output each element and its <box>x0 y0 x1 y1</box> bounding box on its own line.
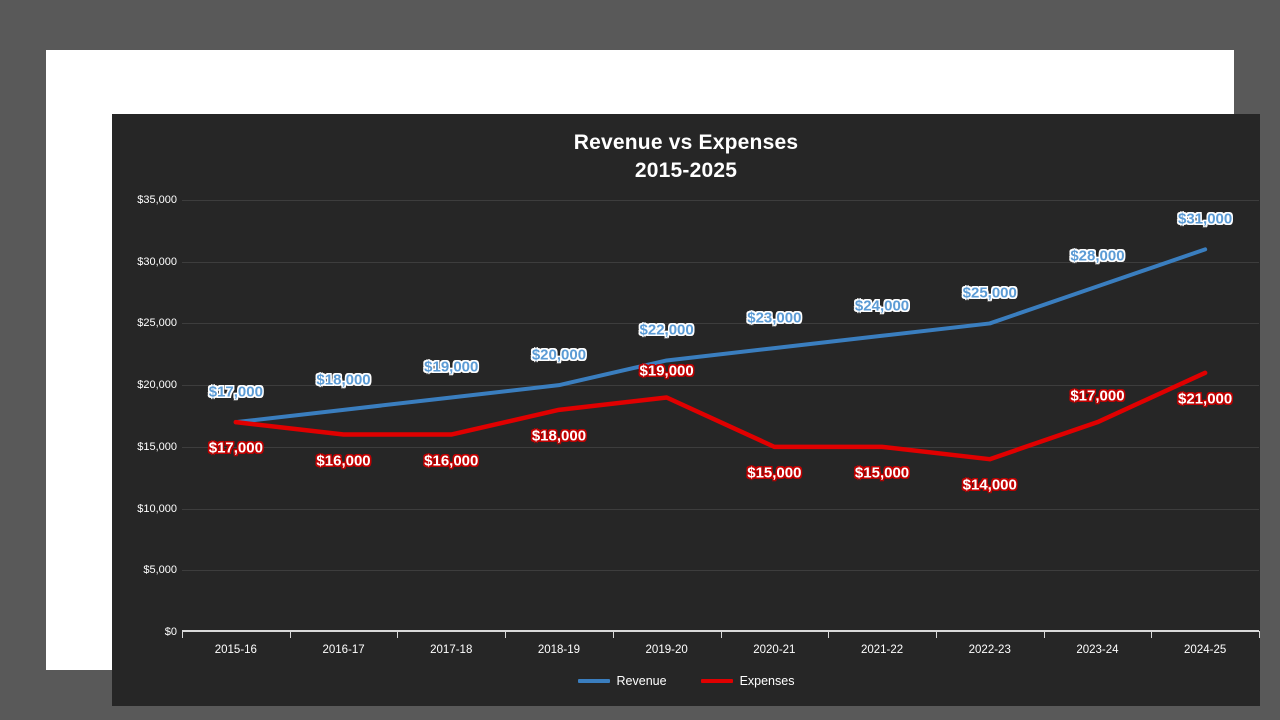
x-axis-tick <box>182 631 183 638</box>
x-axis-tick <box>720 631 722 638</box>
legend-swatch-icon <box>577 679 610 683</box>
legend-label: Expenses <box>739 674 795 688</box>
x-axis-line <box>182 630 1259 632</box>
y-axis-tick-label: $0 <box>164 626 177 638</box>
x-axis-tick-label: 2017-18 <box>430 644 473 656</box>
y-axis-tick-label: $30,000 <box>137 255 177 268</box>
y-axis-tick-label: $5,000 <box>143 564 177 577</box>
series-line-expenses <box>233 370 1208 462</box>
x-axis-tick <box>505 631 507 638</box>
series-lines <box>233 247 1208 462</box>
chart-panel: Revenue vs Expenses 2015-2025 $0 $5,000 $1… <box>112 114 1260 706</box>
x-axis-tick <box>397 631 399 638</box>
x-axis-tick <box>289 631 291 638</box>
legend-swatch-icon <box>700 679 733 683</box>
x-axis-tick-label: 2022-23 <box>968 644 1011 656</box>
x-axis-tick-label: 2018-19 <box>537 644 581 656</box>
x-axis-tick <box>1043 631 1045 638</box>
x-axis-tick-label: 2020-21 <box>753 644 796 656</box>
series-line-revenue <box>233 247 1208 425</box>
x-axis-tick-label: 2021-22 <box>860 644 904 656</box>
chart-title: Revenue vs Expenses 2015-2025 <box>112 129 1260 185</box>
legend-item-revenue[interactable]: Revenue <box>577 674 667 688</box>
gridline <box>182 508 1259 510</box>
y-axis-tick-label: $20,000 <box>137 379 177 392</box>
x-axis-tick-label: 2019-20 <box>645 644 688 656</box>
x-axis-tick <box>612 631 614 638</box>
y-axis-tick-label: $25,000 <box>137 317 177 330</box>
gridline <box>182 323 1259 325</box>
x-axis-tick <box>1151 631 1153 638</box>
y-axis-tick-label: $15,000 <box>137 440 177 453</box>
x-axis-tick-label: 2016-17 <box>322 644 365 656</box>
slide-sheet: Revenue vs Expenses 2015-2025 $0 $5,000 $1… <box>46 50 1260 706</box>
x-axis-tick <box>828 631 830 638</box>
gridline <box>182 385 1259 387</box>
legend-item-expenses[interactable]: Expenses <box>700 674 795 688</box>
x-axis-tick-label: 2024-25 <box>1184 644 1227 656</box>
gridline <box>182 200 1259 201</box>
chart-title-subtitle: 2015-2025 <box>634 159 738 182</box>
gridline <box>182 446 1259 448</box>
x-axis-tick <box>1259 631 1260 638</box>
gridline <box>182 261 1259 263</box>
x-axis-tick-label: 2015-16 <box>214 644 257 656</box>
x-axis-tick <box>935 631 937 638</box>
plot-area: $0 $5,000 $10,000 $15,000 $20,000 $25,000 $30,… <box>137 194 1260 656</box>
x-axis-tick-label: 2023-24 <box>1076 644 1119 656</box>
gridline <box>182 570 1259 572</box>
y-axis-tick-label: $35,000 <box>137 194 177 206</box>
chart-title-main: Revenue vs Expenses <box>573 131 799 154</box>
legend-label: Revenue <box>616 674 667 688</box>
y-axis-tick-label: $10,000 <box>137 502 177 515</box>
chart-legend: Revenue Expenses <box>112 674 1260 688</box>
